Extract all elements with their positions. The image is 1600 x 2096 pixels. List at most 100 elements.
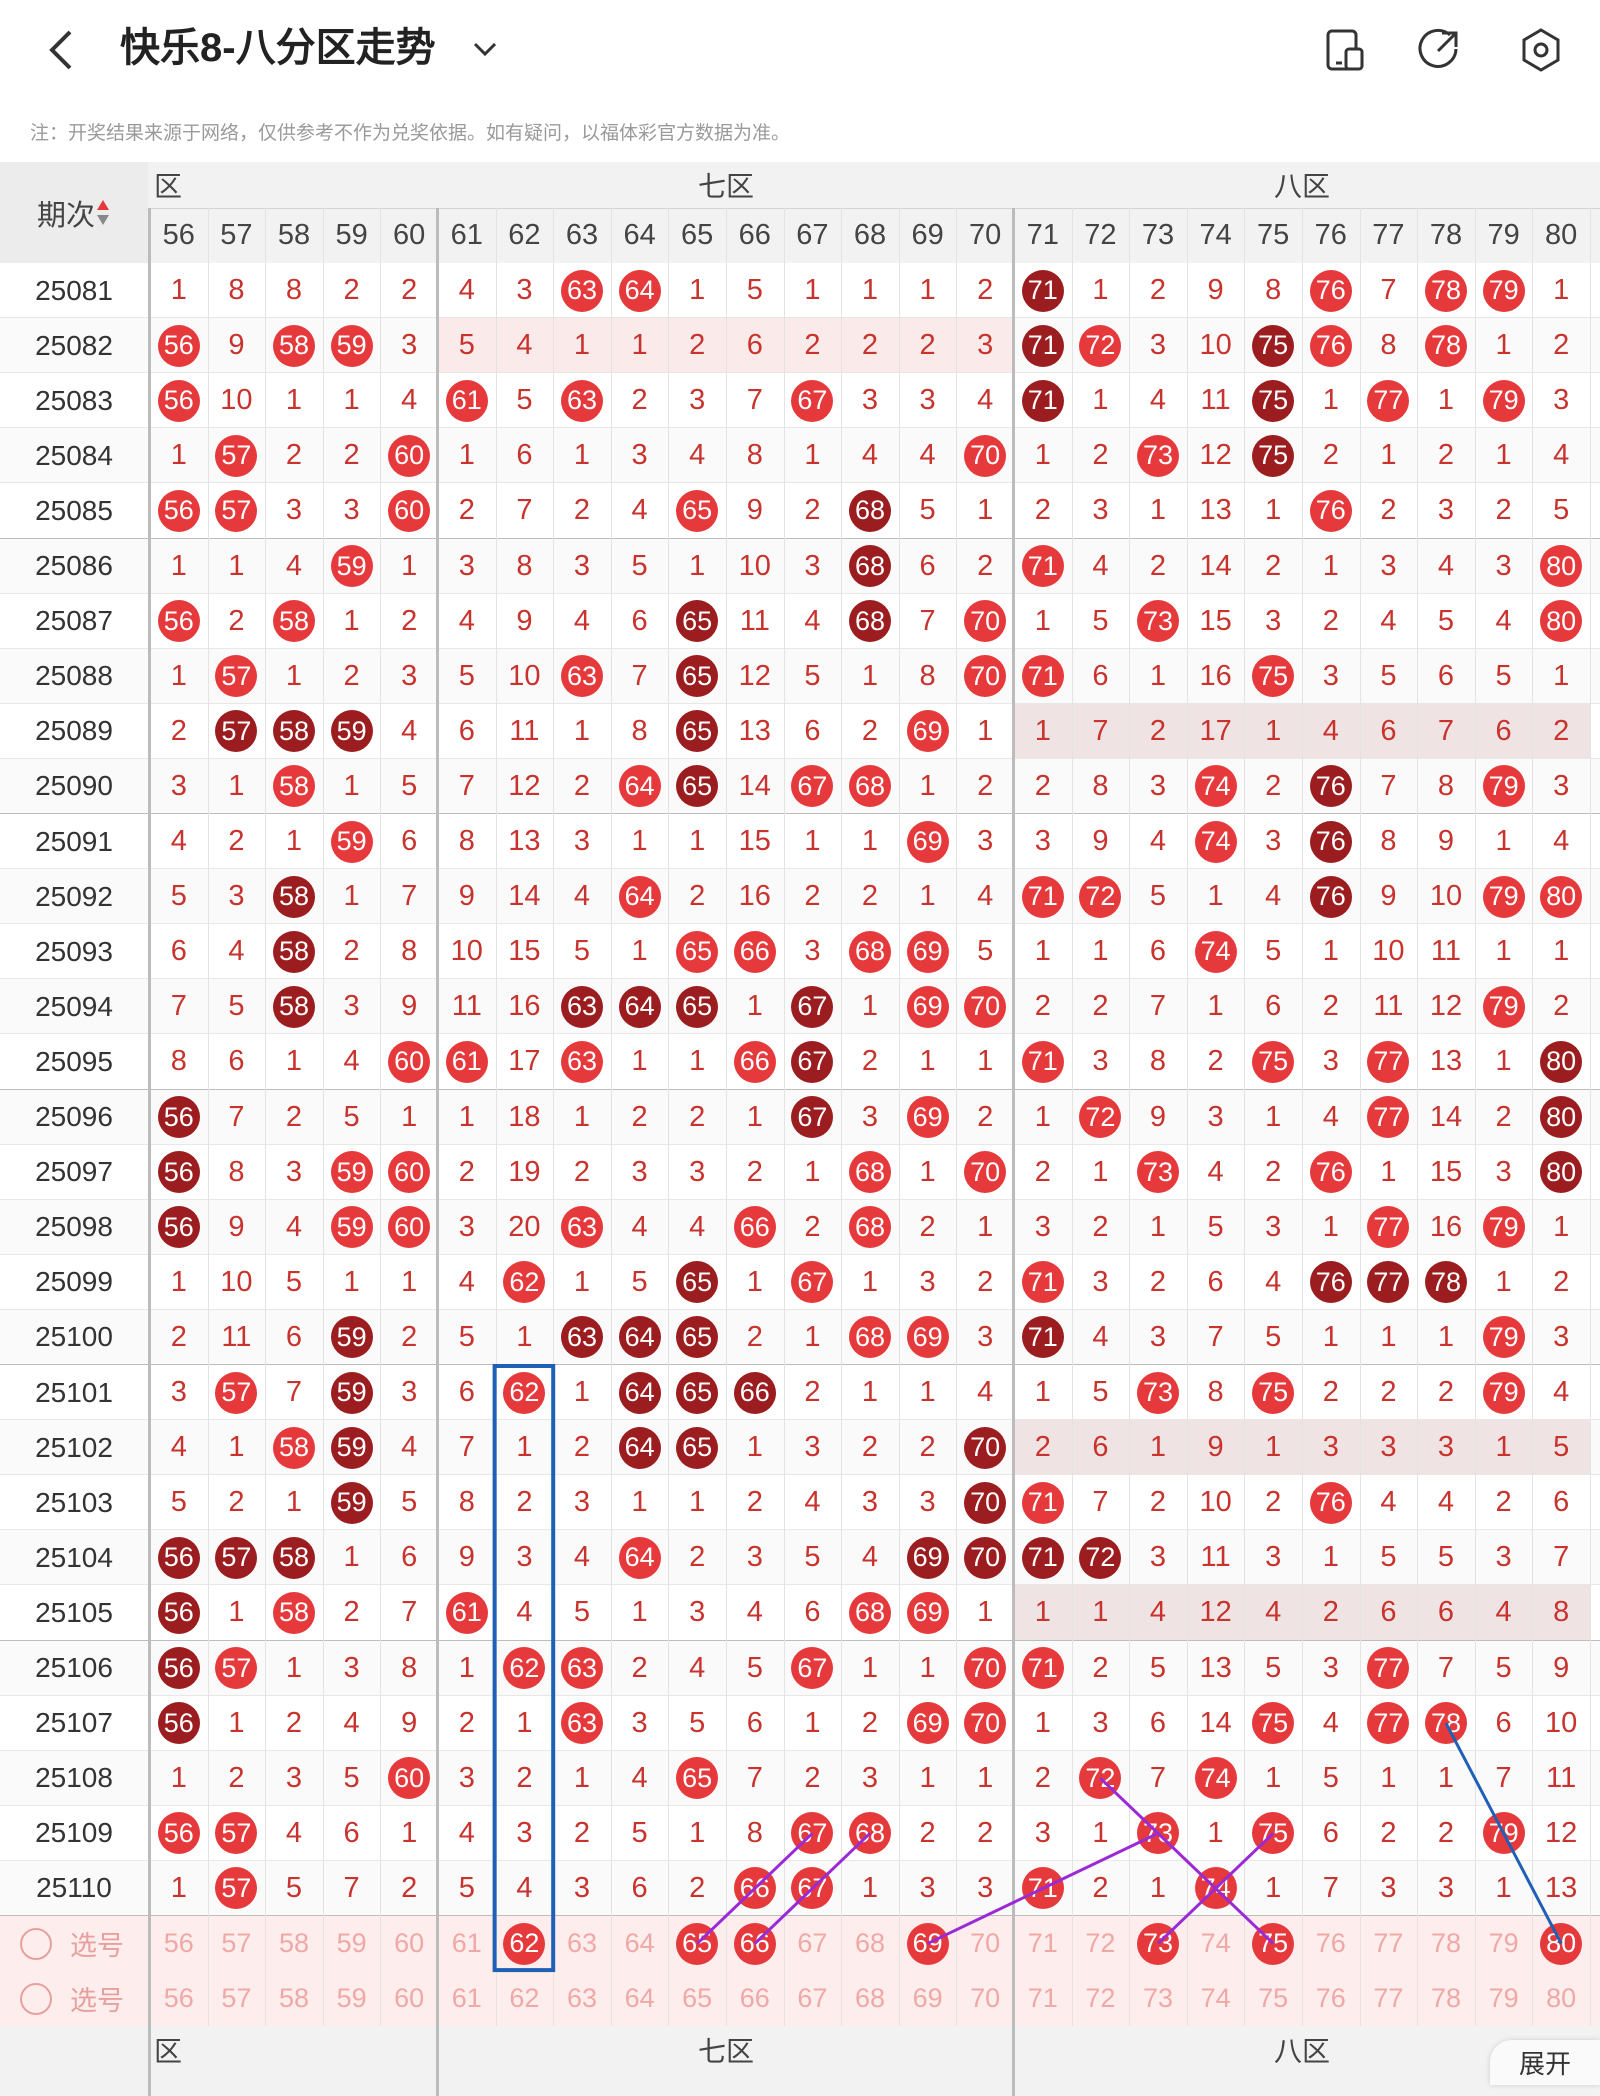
- pick-number[interactable]: 59: [336, 1928, 367, 1959]
- selected-number-ball[interactable]: 80: [1540, 1922, 1583, 1965]
- pick-row-label[interactable]: 选号: [0, 1916, 148, 1971]
- pick-number[interactable]: 63: [566, 1928, 597, 1959]
- pick-number-cell[interactable]: 59: [323, 1916, 381, 1971]
- pick-number-cell[interactable]: 75: [1244, 1971, 1302, 2026]
- pick-number[interactable]: 60: [394, 1928, 425, 1959]
- pick-number[interactable]: 68: [854, 1983, 885, 2014]
- pick-number-cell[interactable]: 63: [553, 1971, 611, 2026]
- pick-number[interactable]: 77: [1373, 1983, 1404, 2014]
- pick-number-cell[interactable]: 76: [1302, 1916, 1360, 1971]
- pick-number-cell[interactable]: 80: [1532, 1971, 1590, 2026]
- pick-number-cell[interactable]: 65: [668, 1971, 726, 2026]
- share-button[interactable]: [1414, 25, 1464, 75]
- pick-number[interactable]: 74: [1200, 1983, 1231, 2014]
- pick-number-cell[interactable]: 77: [1360, 1971, 1418, 2026]
- pick-number-cell[interactable]: 65: [668, 1916, 726, 1971]
- pick-number-cell[interactable]: 69: [899, 1971, 957, 2026]
- pick-number[interactable]: 63: [566, 1983, 597, 2014]
- pick-number-cell[interactable]: 74: [1187, 1916, 1245, 1971]
- pick-number-cell[interactable]: 67: [784, 1916, 842, 1971]
- pick-number[interactable]: 71: [1027, 1928, 1058, 1959]
- page-title[interactable]: 快乐8-八分区走势: [120, 26, 436, 70]
- pick-number-cell[interactable]: 59: [323, 1971, 381, 2026]
- pick-number-cell[interactable]: 64: [611, 1971, 669, 2026]
- pick-number[interactable]: 61: [451, 1928, 482, 1959]
- pick-number[interactable]: 71: [1027, 1983, 1058, 2014]
- pick-number[interactable]: 56: [163, 1928, 194, 1959]
- pick-number-cell[interactable]: 57: [208, 1916, 266, 1971]
- settings-button[interactable]: [1516, 25, 1566, 75]
- pick-number-cell[interactable]: 57: [208, 1971, 266, 2026]
- pick-number-cell[interactable]: 67: [784, 1971, 842, 2026]
- pick-number[interactable]: 64: [624, 1928, 655, 1959]
- pick-number[interactable]: 58: [278, 1928, 309, 1959]
- pick-number-cell[interactable]: 79: [1475, 1916, 1533, 1971]
- pick-number[interactable]: 56: [163, 1983, 194, 2014]
- pick-number-cell[interactable]: 60: [380, 1916, 438, 1971]
- pick-number[interactable]: 78: [1430, 1983, 1461, 2014]
- pick-number[interactable]: 76: [1315, 1928, 1346, 1959]
- pick-number-cell[interactable]: 66: [726, 1971, 784, 2026]
- pick-number[interactable]: 79: [1488, 1983, 1519, 2014]
- issue-column-header[interactable]: 期次: [0, 162, 148, 263]
- pick-number[interactable]: 76: [1315, 1983, 1346, 2014]
- selected-number-ball[interactable]: 75: [1252, 1922, 1295, 1965]
- pick-number-cell[interactable]: 60: [380, 1971, 438, 2026]
- pick-number-cell[interactable]: 62: [496, 1971, 554, 2026]
- pick-number-cell[interactable]: 80: [1532, 1916, 1590, 1971]
- back-button[interactable]: [36, 22, 86, 78]
- pick-number[interactable]: 80: [1546, 1983, 1577, 2014]
- pick-number-cell[interactable]: 61: [438, 1971, 496, 2026]
- pick-number-cell[interactable]: 61: [438, 1916, 496, 1971]
- pick-number[interactable]: 70: [970, 1983, 1001, 2014]
- pick-number-cell[interactable]: 72: [1072, 1971, 1130, 2026]
- pick-number-cell[interactable]: 74: [1187, 1971, 1245, 2026]
- selected-number-ball[interactable]: 65: [676, 1922, 719, 1965]
- pick-number-cell[interactable]: 68: [841, 1916, 899, 1971]
- pick-number[interactable]: 72: [1085, 1983, 1116, 2014]
- pick-number-cell[interactable]: 79: [1475, 1971, 1533, 2026]
- pick-number-cell[interactable]: 70: [956, 1916, 1014, 1971]
- pick-number-cell[interactable]: 78: [1417, 1971, 1475, 2026]
- pick-number[interactable]: 79: [1488, 1928, 1519, 1959]
- pick-number-cell[interactable]: 56: [150, 1971, 208, 2026]
- radio-circle-icon[interactable]: [20, 1982, 52, 2015]
- pick-number[interactable]: 65: [682, 1983, 713, 2014]
- selected-number-ball[interactable]: 66: [733, 1922, 776, 1965]
- pick-number-cell[interactable]: 68: [841, 1971, 899, 2026]
- pick-number-cell[interactable]: 77: [1360, 1916, 1418, 1971]
- phone-screen-button[interactable]: [1320, 25, 1370, 75]
- pick-number[interactable]: 75: [1258, 1983, 1289, 2014]
- pick-number-cell[interactable]: 56: [150, 1916, 208, 1971]
- pick-number[interactable]: 67: [797, 1983, 828, 2014]
- pick-number-cell[interactable]: 66: [726, 1916, 784, 1971]
- pick-number[interactable]: 61: [451, 1983, 482, 2014]
- selected-number-ball[interactable]: 62: [503, 1922, 546, 1965]
- pick-number[interactable]: 59: [336, 1983, 367, 2014]
- pick-number[interactable]: 69: [912, 1983, 943, 2014]
- pick-number[interactable]: 73: [1142, 1983, 1173, 2014]
- pick-number[interactable]: 74: [1200, 1928, 1231, 1959]
- pick-number[interactable]: 57: [221, 1928, 252, 1959]
- pick-number[interactable]: 66: [739, 1983, 770, 2014]
- pick-number-cell[interactable]: 78: [1417, 1916, 1475, 1971]
- pick-number-cell[interactable]: 73: [1129, 1916, 1187, 1971]
- pick-number-cell[interactable]: 71: [1014, 1916, 1072, 1971]
- pick-number[interactable]: 67: [797, 1928, 828, 1959]
- pick-number[interactable]: 58: [278, 1983, 309, 2014]
- pick-number-cell[interactable]: 64: [611, 1916, 669, 1971]
- radio-circle-icon[interactable]: [20, 1927, 52, 1960]
- pick-number-cell[interactable]: 69: [899, 1916, 957, 1971]
- pick-number[interactable]: 68: [854, 1928, 885, 1959]
- pick-number[interactable]: 70: [970, 1928, 1001, 1959]
- pick-number-cell[interactable]: 72: [1072, 1916, 1130, 1971]
- pick-number-cell[interactable]: 75: [1244, 1916, 1302, 1971]
- pick-number-cell[interactable]: 76: [1302, 1971, 1360, 2026]
- pick-number-cell[interactable]: 71: [1014, 1971, 1072, 2026]
- pick-number-cell[interactable]: 63: [553, 1916, 611, 1971]
- pick-number-cell[interactable]: 70: [956, 1971, 1014, 2026]
- pick-number[interactable]: 62: [509, 1983, 540, 2014]
- pick-number[interactable]: 57: [221, 1983, 252, 2014]
- pick-number[interactable]: 64: [624, 1983, 655, 2014]
- pick-number[interactable]: 60: [394, 1983, 425, 2014]
